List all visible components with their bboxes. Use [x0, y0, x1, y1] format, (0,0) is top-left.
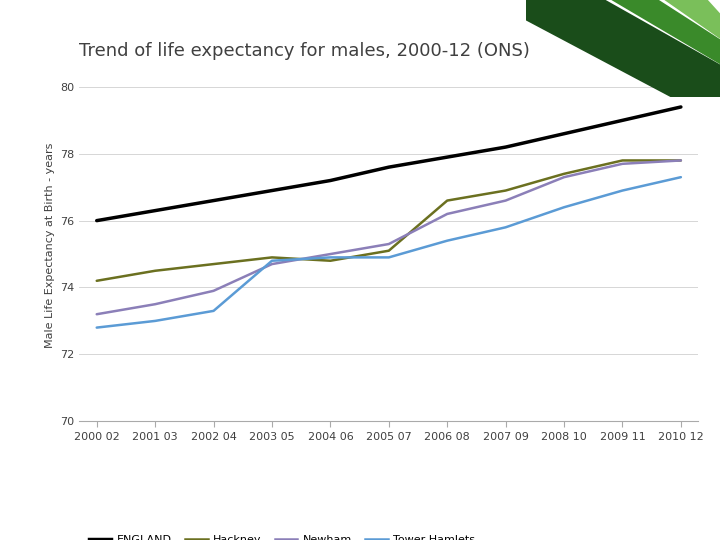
Text: Trend of life expectancy for males, 2000-12 (ONS): Trend of life expectancy for males, 2000…: [79, 42, 530, 60]
Y-axis label: Male Life Expectancy at Birth - years: Male Life Expectancy at Birth - years: [45, 143, 55, 348]
Legend: ENGLAND, Hackney, Newham, Tower Hamlets: ENGLAND, Hackney, Newham, Tower Hamlets: [85, 530, 480, 540]
Polygon shape: [657, 0, 720, 44]
Polygon shape: [602, 0, 720, 69]
Polygon shape: [526, 0, 720, 97]
